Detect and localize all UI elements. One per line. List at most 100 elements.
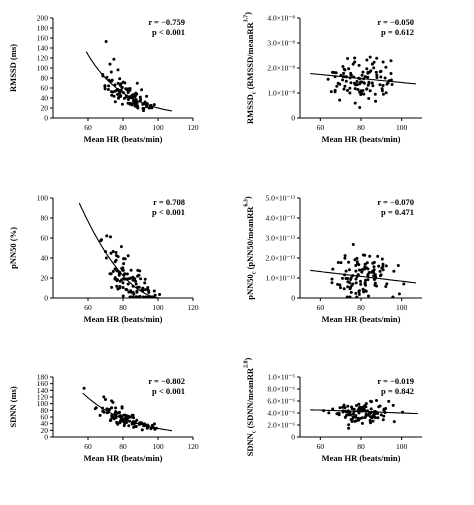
data-point [107, 84, 111, 88]
data-point [127, 290, 131, 294]
data-point [384, 264, 388, 268]
y-tick-label: 20 [41, 104, 49, 113]
data-point [359, 282, 363, 286]
data-point [342, 287, 346, 291]
data-point [134, 101, 138, 105]
data-point [353, 258, 357, 262]
x-tick-label: 80 [357, 303, 365, 312]
data-point [330, 277, 334, 281]
data-point [153, 293, 157, 297]
data-point [392, 269, 396, 273]
data-point [331, 70, 334, 74]
y-tick-label: 80 [41, 406, 49, 415]
data-point [402, 282, 406, 286]
data-point [343, 256, 347, 260]
data-point [338, 98, 342, 102]
data-point [108, 419, 112, 423]
data-point [147, 290, 151, 294]
y-axis-label-part: (pNN50/meanRR [245, 206, 255, 272]
data-point [364, 414, 368, 418]
data-point [344, 414, 348, 417]
data-point [331, 267, 335, 271]
data-point [119, 82, 123, 86]
x-tick-label: 60 [317, 303, 325, 312]
data-point [337, 413, 341, 417]
data-point [120, 419, 124, 423]
data-point [111, 250, 115, 253]
data-point [335, 412, 339, 416]
data-point [349, 81, 353, 85]
data-point [349, 413, 352, 417]
stat-r: r = −0.070 [377, 197, 414, 207]
data-point [143, 277, 147, 281]
data-point [119, 245, 123, 249]
data-point [371, 261, 375, 265]
x-tick-label: 100 [152, 442, 164, 451]
data-point [389, 72, 393, 75]
data-point [117, 96, 120, 100]
data-point [347, 268, 351, 272]
y-axis-label: RMSSD (ms) [8, 44, 18, 92]
data-point [150, 106, 154, 110]
data-point [364, 402, 368, 406]
data-point [105, 407, 109, 411]
x-tick-label: 80 [357, 442, 365, 451]
data-point [136, 274, 140, 278]
data-point [341, 78, 345, 82]
data-point [360, 416, 364, 420]
y-tick-label: 60 [41, 84, 49, 93]
data-point [123, 421, 127, 425]
data-point [122, 257, 126, 261]
data-point [378, 70, 382, 74]
data-point [366, 267, 370, 271]
data-point [127, 424, 131, 428]
data-point [376, 412, 380, 415]
data-point [377, 405, 381, 409]
data-point [122, 262, 126, 266]
data-point [132, 416, 136, 420]
data-point [343, 84, 347, 88]
data-point [129, 295, 133, 299]
data-point [104, 256, 108, 260]
data-point [351, 243, 355, 246]
data-point [360, 80, 364, 84]
y-tick-label: 140 [37, 386, 49, 395]
data-point [380, 257, 384, 261]
data-point [349, 278, 353, 281]
data-point [123, 272, 127, 276]
data-point [158, 293, 162, 296]
data-point [353, 56, 357, 60]
data-point [366, 274, 370, 278]
data-point [134, 91, 138, 95]
data-point [365, 67, 369, 71]
data-point [364, 278, 368, 282]
data-point [134, 279, 137, 283]
data-point [381, 262, 385, 266]
data-point [371, 84, 375, 88]
data-point [356, 262, 360, 266]
data-point [369, 407, 373, 411]
data-point [390, 83, 394, 86]
data-point [355, 295, 359, 299]
data-point [363, 262, 367, 266]
data-point [363, 282, 367, 285]
data-point [375, 73, 379, 77]
data-point [351, 62, 355, 66]
data-point [380, 266, 384, 270]
panel-p3: 0 20 40 60 80 100 60 80 100 120 Mean HR (beats/min… [8, 194, 199, 325]
data-point [130, 413, 134, 417]
data-point [368, 89, 372, 93]
data-point [125, 272, 129, 276]
data-point [365, 261, 369, 265]
data-point [112, 417, 116, 421]
y-axis-label-part: c [252, 271, 258, 274]
y-tick-label: 2.0×10⁻⁸ [267, 64, 295, 73]
panel-p4: 0 1.0×10⁻¹³ 2.0×10⁻¹³ 3.0×10⁻¹³ 4.0×10⁻¹³ 5.0… [243, 194, 422, 324]
y-tick-label: 1.0×10⁻⁸ [267, 89, 295, 98]
fit-line [82, 392, 173, 432]
data-point [116, 411, 120, 415]
data-point [358, 406, 362, 410]
data-point [342, 403, 346, 407]
y-tick-label: 120 [37, 54, 49, 63]
data-point [110, 415, 114, 419]
